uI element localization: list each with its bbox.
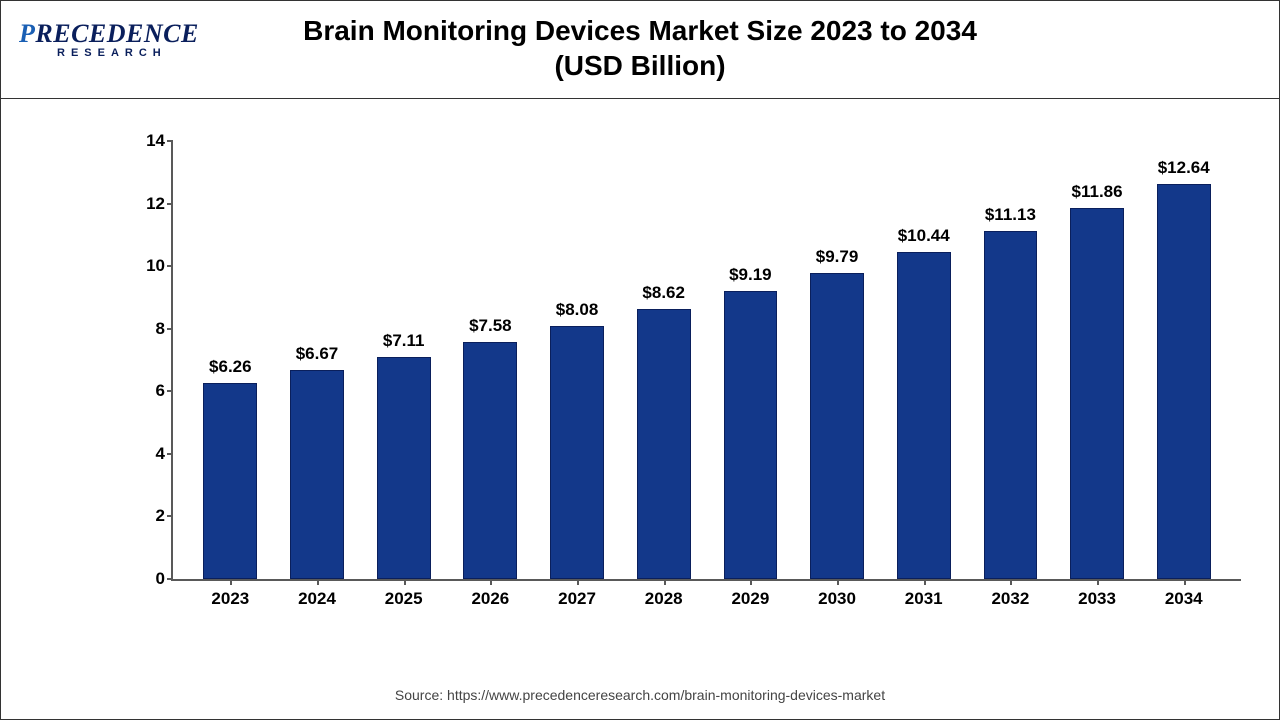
x-axis-category-label: 2023 (187, 589, 274, 609)
y-axis-tick-label: 8 (131, 319, 165, 339)
y-axis-tick-mark (167, 515, 173, 517)
logo-accent-letter: P (19, 19, 35, 48)
y-axis-tick-label: 4 (131, 444, 165, 464)
bar (1070, 208, 1124, 579)
y-axis-tick-label: 0 (131, 569, 165, 589)
bar-slot: $9.792030 (794, 141, 881, 579)
x-axis-tick-mark (837, 579, 839, 585)
x-axis-category-label: 2028 (620, 589, 707, 609)
x-axis-category-label: 2025 (360, 589, 447, 609)
logo-text: PRECEDENCE (19, 19, 219, 49)
x-axis-category-label: 2032 (967, 589, 1054, 609)
x-axis-tick-mark (1010, 579, 1012, 585)
bar (724, 291, 778, 579)
bar-slot: $6.262023 (187, 141, 274, 579)
bar (1157, 184, 1211, 579)
x-axis-category-label: 2031 (880, 589, 967, 609)
x-axis-tick-mark (1097, 579, 1099, 585)
bar-value-label: $11.13 (955, 205, 1065, 225)
bar-slot: $8.082027 (534, 141, 621, 579)
bar-slot: $11.132032 (967, 141, 1054, 579)
x-axis-category-label: 2026 (447, 589, 534, 609)
bar-value-label: $11.86 (1042, 182, 1152, 202)
x-axis-category-label: 2027 (534, 589, 621, 609)
y-axis-tick-label: 2 (131, 506, 165, 526)
bar-value-label: $8.62 (609, 283, 719, 303)
x-axis-category-label: 2033 (1054, 589, 1141, 609)
x-axis-tick-mark (230, 579, 232, 585)
bar (550, 326, 604, 579)
x-axis-category-label: 2029 (707, 589, 794, 609)
x-axis-tick-mark (924, 579, 926, 585)
bar-value-label: $9.19 (695, 265, 805, 285)
bar-value-label: $9.79 (782, 247, 892, 267)
bar-value-label: $10.44 (869, 226, 979, 246)
bar (637, 309, 691, 579)
y-axis-tick-label: 12 (131, 194, 165, 214)
bar-slot: $7.582026 (447, 141, 534, 579)
y-axis-tick-mark (167, 203, 173, 205)
x-axis-category-label: 2024 (274, 589, 361, 609)
bar (203, 383, 257, 579)
bar-slot: $9.192029 (707, 141, 794, 579)
plot-area: $6.262023$6.672024$7.112025$7.582026$8.0… (171, 141, 1241, 581)
bar-slot: $10.442031 (880, 141, 967, 579)
y-axis-tick-label: 10 (131, 256, 165, 276)
bar-slot: $8.622028 (620, 141, 707, 579)
y-axis-tick-label: 6 (131, 381, 165, 401)
title-line-2: (USD Billion) (554, 50, 725, 81)
bar (463, 342, 517, 579)
bars-container: $6.262023$6.672024$7.112025$7.582026$8.0… (173, 141, 1241, 579)
bar-chart: $6.262023$6.672024$7.112025$7.582026$8.0… (121, 141, 1241, 621)
y-axis-tick-mark (167, 578, 173, 580)
x-axis-tick-mark (1184, 579, 1186, 585)
y-axis-tick-mark (167, 390, 173, 392)
bar-slot: $7.112025 (360, 141, 447, 579)
x-axis-tick-mark (404, 579, 406, 585)
y-axis-tick-mark (167, 453, 173, 455)
x-axis-category-label: 2034 (1140, 589, 1227, 609)
x-axis-tick-mark (577, 579, 579, 585)
logo: PRECEDENCE RESEARCH (19, 19, 219, 59)
bar (377, 357, 431, 579)
x-axis-tick-mark (490, 579, 492, 585)
bar-slot: $11.862033 (1054, 141, 1141, 579)
y-axis-tick-mark (167, 265, 173, 267)
x-axis-tick-mark (317, 579, 319, 585)
y-axis-tick-label: 14 (131, 131, 165, 151)
x-axis-tick-mark (664, 579, 666, 585)
x-axis-tick-mark (750, 579, 752, 585)
bar-slot: $6.672024 (274, 141, 361, 579)
header: PRECEDENCE RESEARCH Brain Monitoring Dev… (1, 1, 1279, 99)
bar (290, 370, 344, 579)
x-axis-category-label: 2030 (794, 589, 881, 609)
y-axis-tick-mark (167, 140, 173, 142)
bar-slot: $12.642034 (1140, 141, 1227, 579)
bar (984, 231, 1038, 579)
logo-main-word: RECEDENCE (35, 19, 198, 48)
y-axis-tick-mark (167, 328, 173, 330)
title-line-1: Brain Monitoring Devices Market Size 202… (303, 15, 977, 46)
bar (810, 273, 864, 579)
source-citation: Source: https://www.precedenceresearch.c… (1, 687, 1279, 703)
bar-value-label: $12.64 (1129, 158, 1239, 178)
bar (897, 252, 951, 579)
